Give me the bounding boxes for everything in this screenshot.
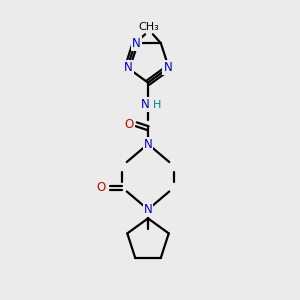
Text: N: N <box>144 203 152 216</box>
Text: CH₃: CH₃ <box>139 22 160 32</box>
Text: N: N <box>141 98 149 111</box>
Text: N: N <box>164 61 172 74</box>
Text: N: N <box>124 61 133 74</box>
Text: N: N <box>144 138 152 151</box>
Text: CH₃: CH₃ <box>139 22 159 32</box>
Text: H: H <box>153 100 161 110</box>
Text: N: N <box>132 37 141 50</box>
Text: O: O <box>124 118 134 131</box>
Text: O: O <box>97 181 106 194</box>
